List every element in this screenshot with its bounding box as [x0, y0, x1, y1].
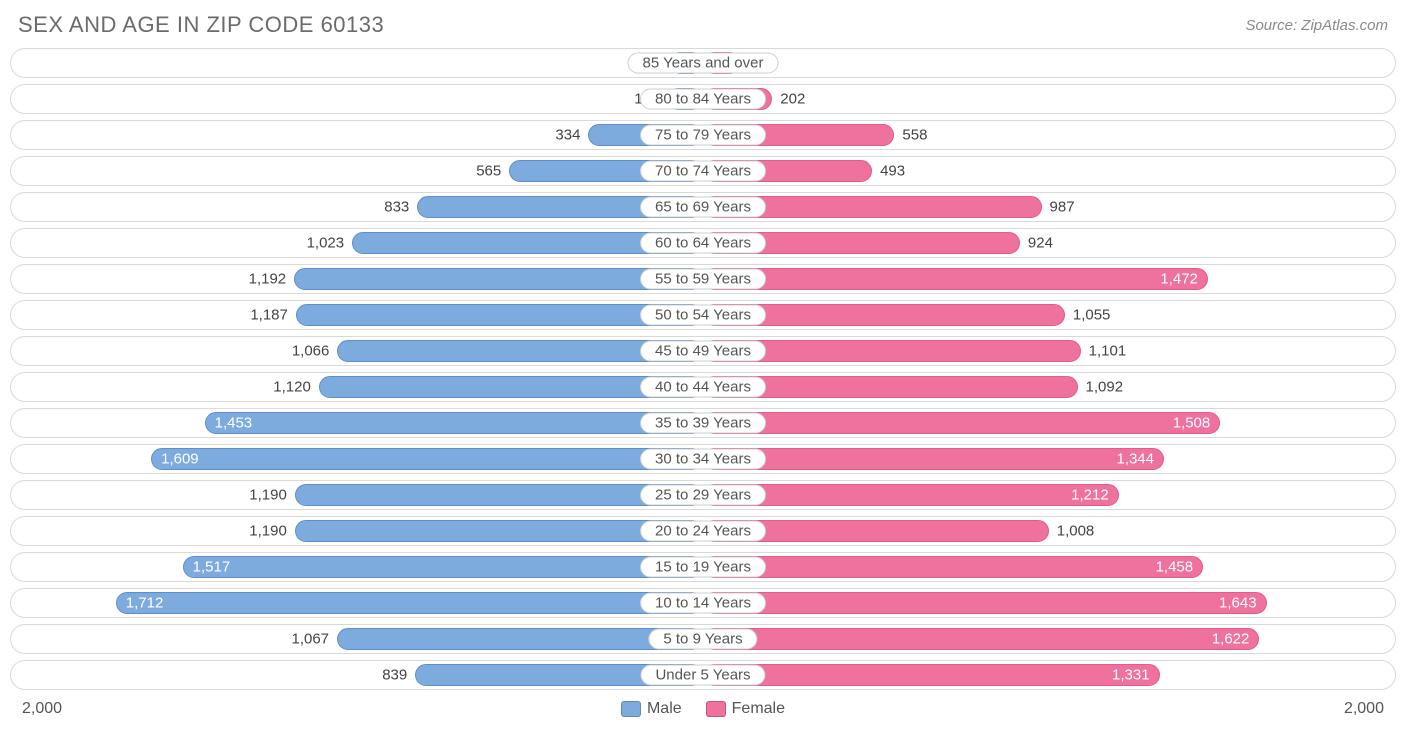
male-value-label: 833 [384, 199, 417, 216]
female-value-label: 558 [894, 127, 927, 144]
age-category-label: 85 Years and over [628, 53, 779, 74]
pyramid-row: 334 558 75 to 79 Years [10, 120, 1396, 150]
pyramid-row: 1,023 924 60 to 64 Years [10, 228, 1396, 258]
age-category-label: 55 to 59 Years [640, 269, 766, 290]
age-category-label: 65 to 69 Years [640, 197, 766, 218]
age-category-label: 70 to 74 Years [640, 161, 766, 182]
male-value-label: 1,066 [292, 343, 338, 360]
male-bar [205, 412, 703, 434]
female-value-label: 1,212 [1071, 487, 1119, 504]
male-value-label: 1,120 [273, 379, 319, 396]
age-category-label: 60 to 64 Years [640, 233, 766, 254]
female-value-label: 202 [772, 91, 805, 108]
female-bar [703, 664, 1160, 686]
population-pyramid-chart: 10011185 Years and over10420280 to 84 Ye… [10, 48, 1396, 690]
age-category-label: 80 to 84 Years [640, 89, 766, 110]
age-category-label: 25 to 29 Years [640, 485, 766, 506]
female-value-label: 1,055 [1065, 307, 1111, 324]
female-bar [703, 556, 1203, 578]
chart-title: SEX AND AGE IN ZIP CODE 60133 [18, 12, 384, 38]
legend-male-label: Male [647, 700, 682, 718]
age-category-label: 10 to 14 Years [640, 593, 766, 614]
age-category-label: Under 5 Years [640, 665, 765, 686]
female-value-label: 924 [1020, 235, 1053, 252]
axis-label-right: 2,000 [1344, 700, 1384, 718]
axis-label-left: 2,000 [22, 700, 62, 718]
legend-item-female: Female [706, 700, 785, 718]
pyramid-row: 1,712 1,643 10 to 14 Years [10, 588, 1396, 618]
female-value-label: 493 [872, 163, 905, 180]
male-value-label: 1,517 [183, 559, 231, 576]
age-category-label: 75 to 79 Years [640, 125, 766, 146]
male-bar [151, 448, 703, 470]
legend-item-male: Male [621, 700, 682, 718]
pyramid-row: 1,120 1,092 40 to 44 Years [10, 372, 1396, 402]
male-value-label: 1,190 [249, 523, 295, 540]
female-value-label: 1,622 [1212, 631, 1260, 648]
female-bar [703, 592, 1267, 614]
female-swatch-icon [706, 701, 726, 717]
pyramid-row: 10011185 Years and over [10, 48, 1396, 78]
pyramid-row: 1,066 1,101 45 to 49 Years [10, 336, 1396, 366]
chart-source: Source: ZipAtlas.com [1245, 17, 1388, 34]
pyramid-row: 565 493 70 to 74 Years [10, 156, 1396, 186]
male-value-label: 1,187 [250, 307, 296, 324]
male-value-label: 334 [555, 127, 588, 144]
male-value-label: 565 [476, 163, 509, 180]
female-bar [703, 412, 1220, 434]
female-value-label: 1,643 [1219, 595, 1267, 612]
age-category-label: 30 to 34 Years [640, 449, 766, 470]
age-category-label: 45 to 49 Years [640, 341, 766, 362]
pyramid-row: 1,187 1,055 50 to 54 Years [10, 300, 1396, 330]
pyramid-row: 839 1,331 Under 5 Years [10, 660, 1396, 690]
female-value-label: 987 [1042, 199, 1075, 216]
male-bar [116, 592, 703, 614]
chart-axis-row: 2,000 Male Female 2,000 [10, 696, 1396, 718]
age-category-label: 50 to 54 Years [640, 305, 766, 326]
male-value-label: 1,453 [205, 415, 253, 432]
female-bar [703, 628, 1259, 650]
pyramid-row: 1,190 1,212 25 to 29 Years [10, 480, 1396, 510]
chart-legend: Male Female [621, 700, 785, 718]
male-value-label: 1,190 [249, 487, 295, 504]
female-value-label: 1,458 [1156, 559, 1204, 576]
legend-female-label: Female [732, 700, 785, 718]
age-category-label: 20 to 24 Years [640, 521, 766, 542]
age-category-label: 35 to 39 Years [640, 413, 766, 434]
pyramid-row: 833 987 65 to 69 Years [10, 192, 1396, 222]
pyramid-row: 1,453 1,508 35 to 39 Years [10, 408, 1396, 438]
female-bar [703, 448, 1164, 470]
male-value-label: 1,067 [291, 631, 337, 648]
female-value-label: 1,101 [1081, 343, 1127, 360]
pyramid-row: 1,192 1,472 55 to 59 Years [10, 264, 1396, 294]
pyramid-row: 10420280 to 84 Years [10, 84, 1396, 114]
male-value-label: 1,712 [116, 595, 164, 612]
pyramid-row: 1,517 1,458 15 to 19 Years [10, 552, 1396, 582]
pyramid-row: 1,190 1,008 20 to 24 Years [10, 516, 1396, 546]
male-value-label: 839 [382, 667, 415, 684]
male-bar [183, 556, 703, 578]
male-value-label: 1,192 [249, 271, 295, 288]
female-value-label: 1,331 [1112, 667, 1160, 684]
age-category-label: 15 to 19 Years [640, 557, 766, 578]
male-swatch-icon [621, 701, 641, 717]
age-category-label: 40 to 44 Years [640, 377, 766, 398]
age-category-label: 5 to 9 Years [648, 629, 757, 650]
pyramid-row: 1,067 1,622 5 to 9 Years [10, 624, 1396, 654]
female-bar [703, 268, 1208, 290]
female-value-label: 1,092 [1078, 379, 1124, 396]
female-value-label: 1,508 [1173, 415, 1221, 432]
female-value-label: 1,008 [1049, 523, 1095, 540]
male-value-label: 1,609 [151, 451, 199, 468]
male-value-label: 1,023 [307, 235, 353, 252]
pyramid-row: 1,609 1,344 30 to 34 Years [10, 444, 1396, 474]
chart-header: SEX AND AGE IN ZIP CODE 60133 Source: Zi… [10, 12, 1396, 48]
female-value-label: 1,344 [1116, 451, 1164, 468]
female-value-label: 1,472 [1160, 271, 1208, 288]
